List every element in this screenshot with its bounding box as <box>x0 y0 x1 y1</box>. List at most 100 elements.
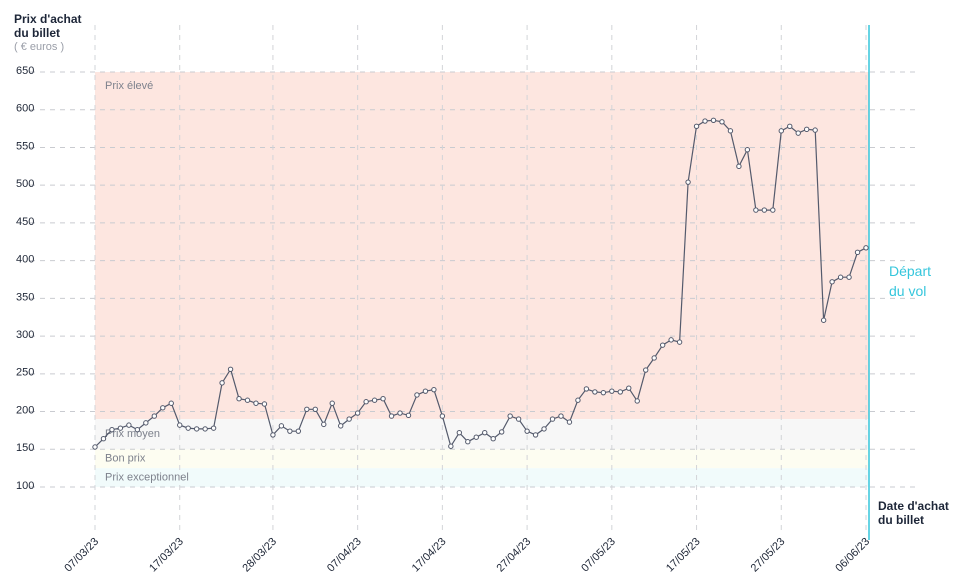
y-tick-label: 200 <box>16 404 34 416</box>
price-point <box>151 413 158 419</box>
price-point <box>812 127 818 133</box>
price-point <box>134 426 141 433</box>
price-point <box>278 423 285 429</box>
price-point <box>253 400 259 406</box>
price-point <box>549 416 556 422</box>
price-point <box>168 400 174 406</box>
x-axis-title: Date d'achat du billet <box>878 499 949 527</box>
price-point <box>236 396 242 402</box>
price-point <box>795 130 801 136</box>
band-label: Prix élevé <box>105 80 153 92</box>
price-point <box>321 421 327 428</box>
price-point <box>92 444 98 450</box>
price-point <box>643 367 649 373</box>
price-point <box>287 428 293 434</box>
price-point <box>261 401 268 407</box>
price-point <box>143 420 149 426</box>
price-point <box>482 429 488 436</box>
x-tick-label: 28/03/23 <box>240 536 279 575</box>
price-point <box>126 422 132 428</box>
price-band <box>95 72 869 420</box>
price-point <box>575 397 581 403</box>
band-label: Prix moyen <box>105 428 160 440</box>
price-point <box>346 416 352 422</box>
price-point <box>109 426 115 433</box>
price-point <box>227 366 234 372</box>
y-tick-label: 650 <box>16 65 34 77</box>
band-label: Prix exceptionnel <box>105 471 189 483</box>
price-point <box>465 439 471 445</box>
y-tick-label: 600 <box>16 103 34 115</box>
price-point <box>558 413 564 419</box>
price-point <box>329 400 335 406</box>
price-point <box>727 128 734 134</box>
price-point <box>651 355 657 361</box>
price-point <box>600 389 607 396</box>
y-tick-label: 150 <box>16 442 34 454</box>
price-point <box>202 426 208 432</box>
price-point <box>490 436 496 442</box>
x-tick-label: 07/03/23 <box>62 536 101 575</box>
price-point <box>693 123 700 130</box>
price-point <box>761 207 768 213</box>
price-point <box>532 432 539 438</box>
price-point <box>185 425 191 431</box>
departure-annotation: Départ du vol <box>889 263 932 299</box>
price-point <box>778 128 784 134</box>
price-point <box>744 147 751 153</box>
price-point <box>338 423 344 429</box>
price-point <box>295 428 302 434</box>
price-point <box>854 249 861 256</box>
price-point <box>592 389 598 395</box>
price-point <box>753 207 759 213</box>
price-point <box>609 388 615 394</box>
price-point <box>710 117 717 123</box>
x-tick-label: 27/05/23 <box>749 536 788 575</box>
y-tick-label: 400 <box>16 254 34 266</box>
price-point <box>219 380 225 386</box>
y-tick-label: 250 <box>16 367 34 379</box>
price-point <box>414 392 420 398</box>
price-point <box>380 396 386 402</box>
price-point <box>270 432 276 438</box>
x-tick-label: 07/05/23 <box>579 536 618 575</box>
price-point <box>634 398 640 404</box>
price-point <box>719 119 725 125</box>
price-point <box>244 397 251 403</box>
price-point <box>439 413 446 419</box>
price-point <box>837 274 844 280</box>
price-point <box>566 419 573 425</box>
price-point <box>312 406 318 412</box>
price-point <box>507 413 513 419</box>
price-point <box>617 389 623 395</box>
price-point <box>100 436 107 442</box>
price-point <box>676 339 683 345</box>
price-point <box>388 413 395 419</box>
price-point <box>304 406 310 412</box>
y-tick-label: 550 <box>16 140 34 152</box>
price-band <box>95 468 869 487</box>
price-point <box>363 399 369 405</box>
price-point <box>736 163 742 170</box>
price-point <box>541 426 547 432</box>
price-point <box>448 443 454 449</box>
price-point <box>820 317 827 323</box>
price-point <box>787 123 793 130</box>
price-point <box>846 274 852 280</box>
y-tick-label: 500 <box>16 178 34 190</box>
price-point <box>193 426 200 432</box>
x-tick-label: 17/04/23 <box>410 536 449 575</box>
price-point <box>803 126 810 133</box>
price-point <box>659 342 666 348</box>
y-axis-title: Prix d'achat du billet <box>14 12 82 40</box>
price-point <box>863 245 869 251</box>
price-point <box>524 428 530 434</box>
price-point <box>456 429 463 436</box>
price-point <box>668 337 674 343</box>
price-point <box>117 425 124 431</box>
y-tick-label: 300 <box>16 329 34 341</box>
x-tick-label: 17/05/23 <box>664 536 703 575</box>
x-tick-label: 07/04/23 <box>325 536 364 575</box>
